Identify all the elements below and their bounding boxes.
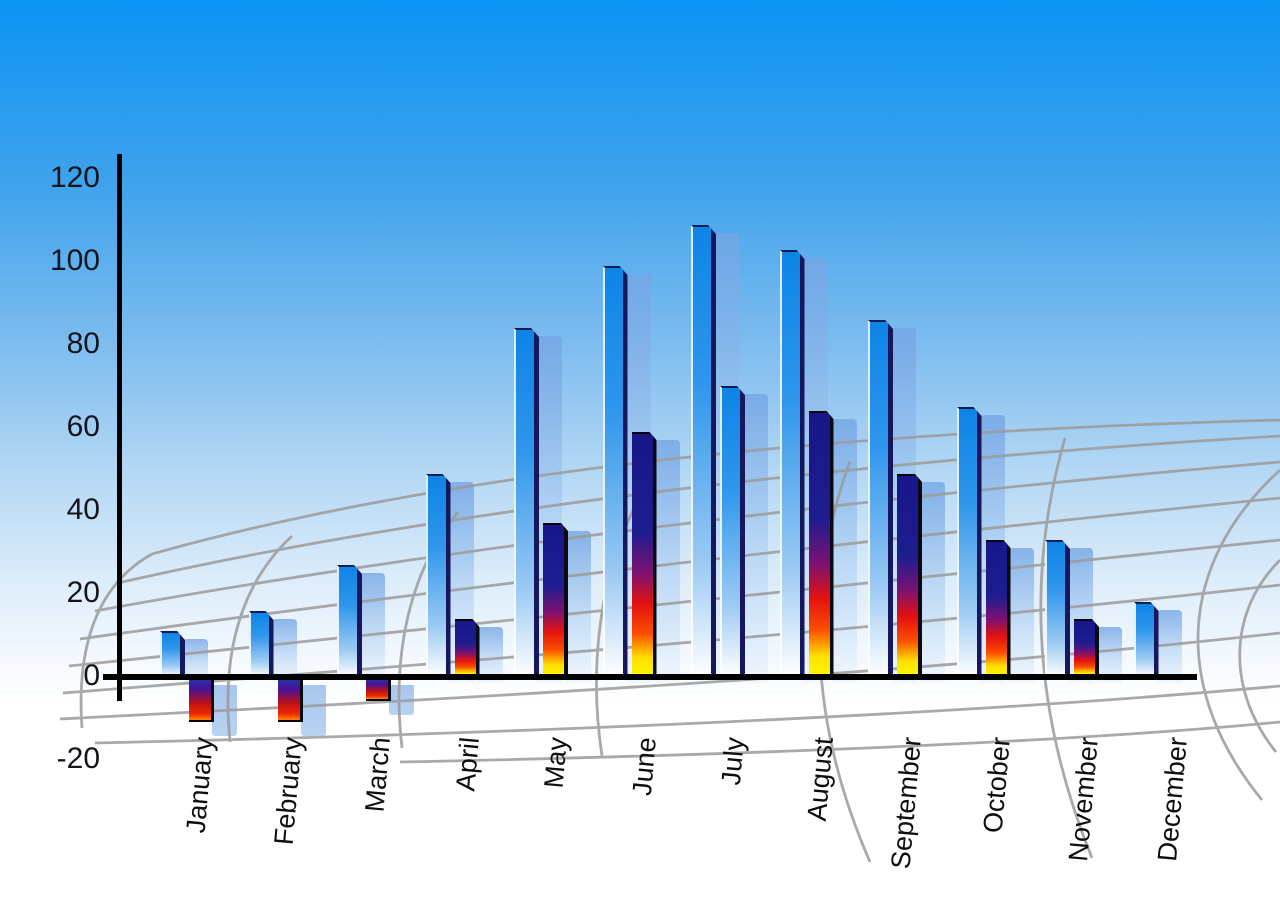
x-tick-label-december: December — [1151, 735, 1193, 863]
bar-september-series2 — [897, 474, 922, 677]
bar-shadow-july-series2 — [743, 394, 768, 683]
bar-shadow-february-series2 — [300, 685, 326, 736]
bar-shadow-june-series2 — [654, 440, 680, 683]
x-tick-label-january: January — [180, 735, 219, 835]
bar-february-series1 — [249, 611, 274, 677]
x-tick-label-august: August — [801, 735, 839, 823]
bar-may-series2 — [543, 523, 568, 677]
x-tick-label-june: June — [626, 735, 662, 797]
bar-october-series1 — [957, 407, 982, 677]
bar-shadow-march-series2 — [389, 685, 414, 715]
bar-shadow-october-series2 — [1008, 548, 1034, 683]
bar-january-series1 — [160, 631, 185, 677]
y-tick-label-100: 100 — [49, 244, 100, 277]
bar-shadow-december-series1 — [1156, 610, 1182, 683]
x-axis-line — [103, 674, 1197, 680]
bar-september-series1 — [868, 320, 893, 677]
bar-may-series1 — [514, 328, 539, 677]
bar-june-series1 — [603, 266, 628, 677]
bar-november-series1 — [1045, 540, 1070, 677]
x-tick-label-july: July — [715, 735, 750, 787]
bar-december-series1 — [1134, 602, 1159, 677]
bar-august-series1 — [780, 250, 805, 677]
bar-march-series1 — [337, 565, 362, 677]
bar-april-series1 — [426, 474, 451, 677]
bar-june-series2 — [632, 432, 657, 677]
bar-october-series2 — [986, 540, 1011, 677]
y-tick-label-0: 0 — [83, 659, 100, 692]
bar-january-series2 — [189, 680, 214, 722]
x-tick-label-november: November — [1063, 735, 1104, 863]
bar-shadow-march-series1 — [360, 573, 385, 683]
bar-july-series2 — [720, 386, 745, 677]
bar-march-series2 — [366, 680, 391, 701]
y-axis-line — [117, 154, 122, 701]
x-tick-label-may: May — [538, 735, 573, 790]
y-tick-label--20: -20 — [56, 742, 100, 775]
x-tick-label-september: September — [885, 735, 927, 871]
y-tick-label-20: 20 — [66, 576, 100, 609]
y-tick-label-40: 40 — [66, 493, 100, 526]
x-tick-label-february: February — [268, 735, 308, 847]
y-tick-label-80: 80 — [66, 327, 100, 360]
y-tick-label-120: 120 — [49, 161, 100, 194]
y-tick-label-60: 60 — [66, 410, 100, 443]
x-tick-label-october: October — [977, 735, 1016, 835]
bar-shadow-january-series2 — [212, 685, 237, 736]
bar-november-series2 — [1074, 619, 1099, 677]
bar-february-series2 — [277, 680, 303, 722]
x-tick-label-march: March — [359, 735, 396, 814]
bar-april-series2 — [455, 619, 480, 677]
x-tick-label-april: April — [449, 735, 485, 793]
bar-august-series2 — [809, 411, 834, 677]
bar-shadow-may-series2 — [566, 531, 591, 683]
bar-shadow-september-series2 — [920, 482, 945, 683]
bar-shadow-august-series2 — [831, 419, 857, 683]
bar-july-series1 — [691, 225, 716, 677]
